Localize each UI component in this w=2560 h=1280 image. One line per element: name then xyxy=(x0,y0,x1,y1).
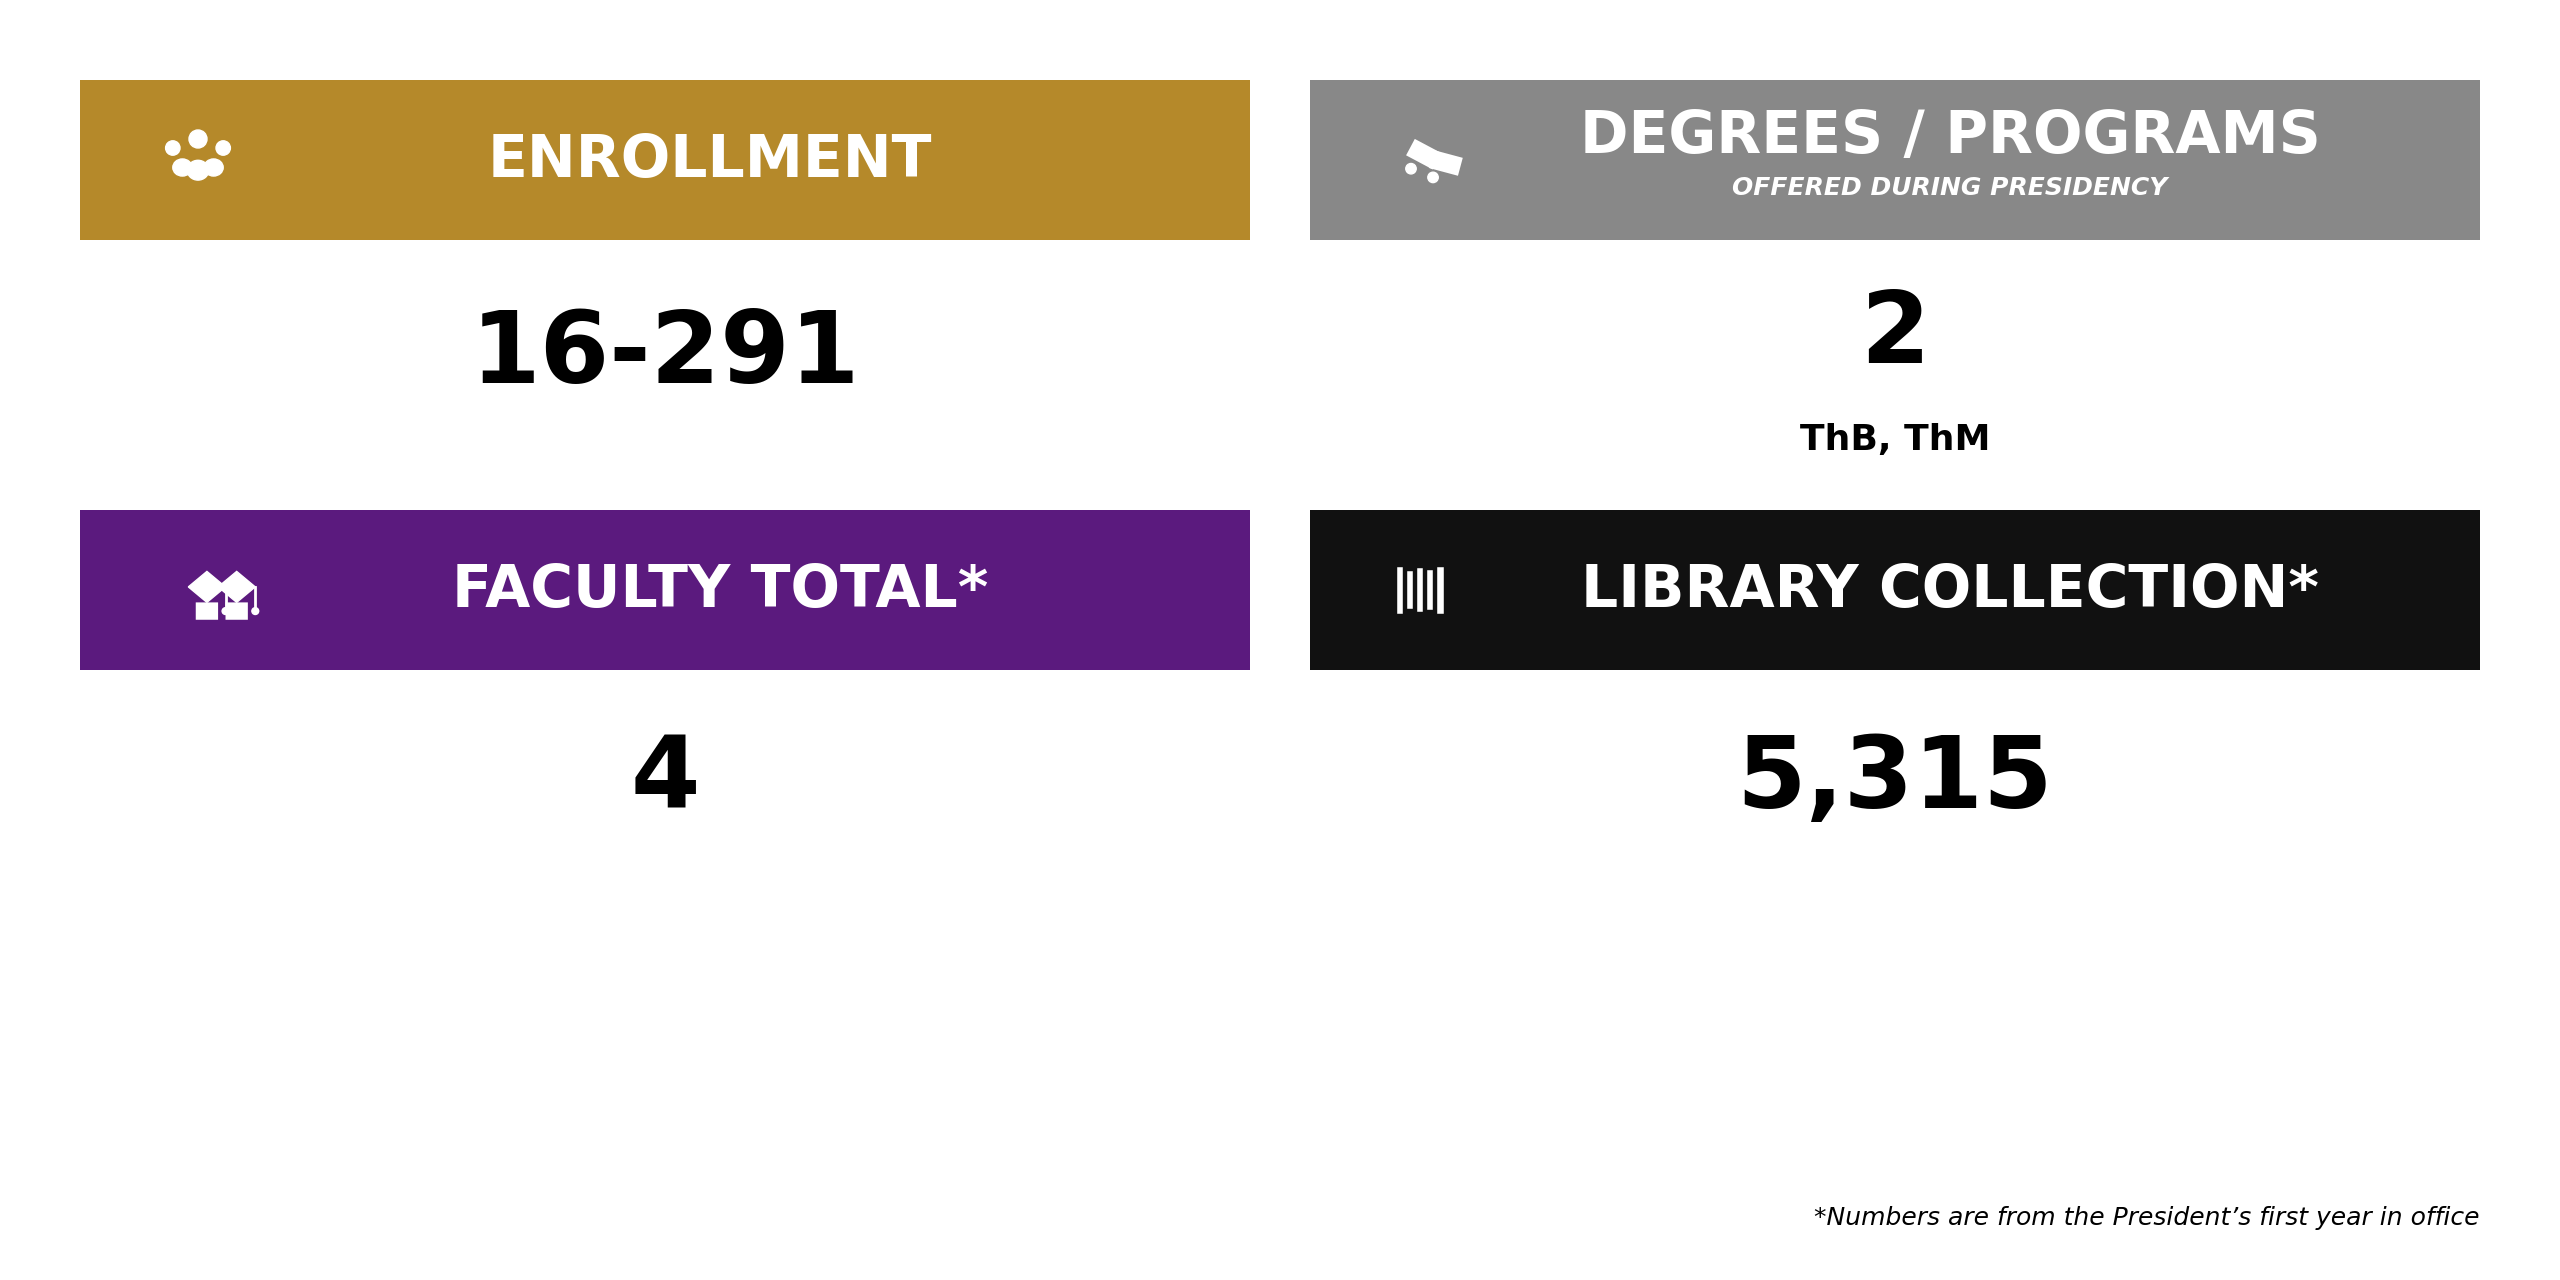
FancyBboxPatch shape xyxy=(195,603,218,620)
FancyBboxPatch shape xyxy=(1436,566,1444,614)
Text: 16-291: 16-291 xyxy=(471,306,860,403)
Polygon shape xyxy=(218,571,256,603)
Text: 5,315: 5,315 xyxy=(1736,731,2053,828)
FancyBboxPatch shape xyxy=(1395,566,1403,614)
Circle shape xyxy=(223,608,228,614)
Polygon shape xyxy=(189,571,225,603)
Ellipse shape xyxy=(205,159,223,177)
FancyBboxPatch shape xyxy=(225,603,248,620)
FancyBboxPatch shape xyxy=(1428,150,1462,175)
FancyBboxPatch shape xyxy=(1416,567,1423,613)
Text: OFFERED DURING PRESIDENCY: OFFERED DURING PRESIDENCY xyxy=(1733,177,2168,200)
Text: ENROLLMENT: ENROLLMENT xyxy=(489,132,932,188)
Ellipse shape xyxy=(187,160,210,180)
FancyBboxPatch shape xyxy=(1311,81,2481,241)
Text: *Numbers are from the President’s first year in office: *Numbers are from the President’s first … xyxy=(1815,1206,2481,1230)
FancyBboxPatch shape xyxy=(1426,568,1434,612)
Text: ThB, ThM: ThB, ThM xyxy=(1800,422,1989,457)
Circle shape xyxy=(1428,173,1439,183)
FancyBboxPatch shape xyxy=(79,81,1249,241)
Circle shape xyxy=(251,608,259,614)
FancyBboxPatch shape xyxy=(1405,570,1413,611)
Circle shape xyxy=(189,131,207,148)
FancyBboxPatch shape xyxy=(1311,509,2481,669)
Text: 2: 2 xyxy=(1861,287,1930,384)
Circle shape xyxy=(166,141,179,155)
FancyBboxPatch shape xyxy=(1405,140,1441,169)
Text: FACULTY TOTAL*: FACULTY TOTAL* xyxy=(451,562,988,618)
Text: 4: 4 xyxy=(630,731,699,828)
Text: LIBRARY COLLECTION*: LIBRARY COLLECTION* xyxy=(1582,562,2319,618)
Ellipse shape xyxy=(174,159,192,177)
Circle shape xyxy=(215,141,230,155)
Circle shape xyxy=(1405,164,1416,174)
FancyBboxPatch shape xyxy=(79,509,1249,669)
Text: DEGREES / PROGRAMS: DEGREES / PROGRAMS xyxy=(1580,108,2319,165)
